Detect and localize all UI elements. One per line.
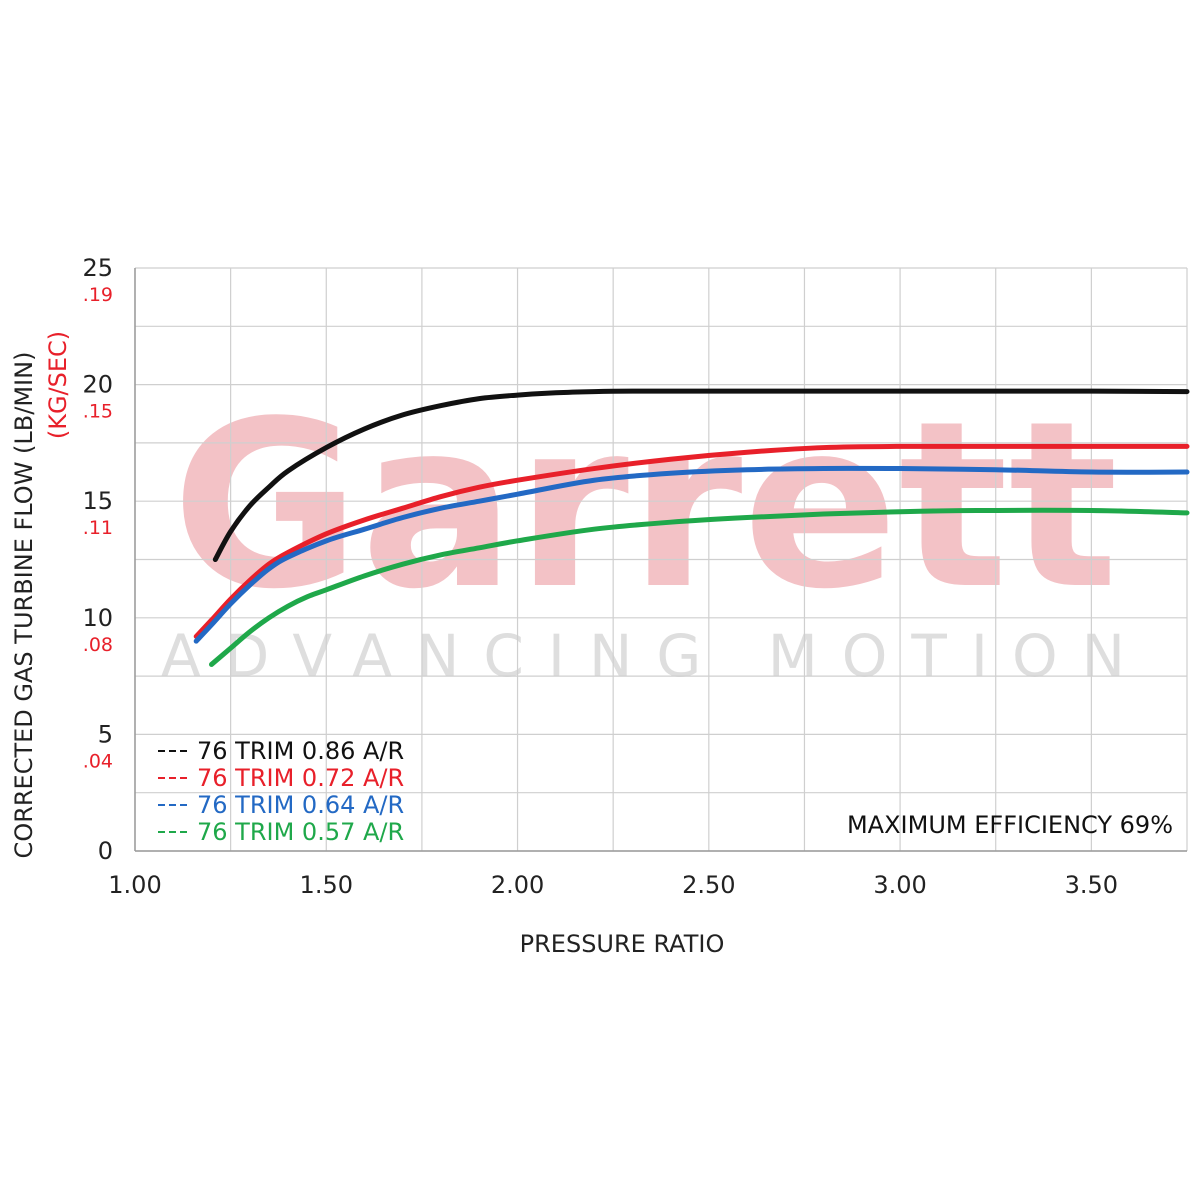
y-tick-label: 0 <box>98 837 113 865</box>
x-tick-label: 1.50 <box>300 871 353 899</box>
series-line <box>212 388 1190 562</box>
y-secondary-tick-label: .19 <box>83 284 113 306</box>
watermark-brand-text: Garrett <box>172 373 1119 640</box>
legend-entry-label: 76 TRIM 0.57 A/R <box>197 818 404 846</box>
y-tick-label: 5 <box>98 720 113 748</box>
x-tick-label: 2.50 <box>682 871 735 899</box>
garrett-watermark: Garrett ADVANCING MOTION <box>161 373 1149 690</box>
y-tick-label: 15 <box>82 487 113 515</box>
y-axis-title: CORRECTED GAS TURBINE FLOW (LB/MIN) <box>10 352 38 859</box>
series-line <box>193 465 1190 644</box>
y-secondary-tick-label: .11 <box>83 517 113 539</box>
y-tick-label: 10 <box>82 604 113 632</box>
y-secondary-tick-label: .04 <box>83 750 113 772</box>
y-axis-secondary-ticks: .19 .15 .11 .08 .04 <box>83 284 113 772</box>
series-line <box>193 443 1190 639</box>
x-tick-label: 2.00 <box>491 871 544 899</box>
legend-entry-label: 76 TRIM 0.64 A/R <box>197 791 404 819</box>
x-axis-ticks: 1.00 1.50 2.00 2.50 3.00 3.50 <box>108 871 1118 899</box>
y-tick-label: 25 <box>82 254 113 282</box>
y-axis-secondary-title: (KG/SEC) <box>44 331 72 439</box>
series-lines <box>193 388 1190 667</box>
max-efficiency-annotation: MAXIMUM EFFICIENCY 69% <box>847 811 1173 839</box>
watermark-tagline-text: ADVANCING MOTION <box>161 622 1149 690</box>
plot-grid <box>134 267 1188 852</box>
legend-entry-label: 76 TRIM 0.72 A/R <box>197 764 404 792</box>
x-tick-label: 1.00 <box>108 871 161 899</box>
legend-entry-label: 76 TRIM 0.86 A/R <box>197 737 404 765</box>
x-tick-label: 3.00 <box>873 871 926 899</box>
y-secondary-tick-label: .15 <box>83 401 113 423</box>
x-tick-label: 3.50 <box>1065 871 1118 899</box>
y-axis-ticks: 0 5 10 15 20 25 <box>82 254 113 865</box>
chart-legend: 76 TRIM 0.86 A/R76 TRIM 0.72 A/R76 TRIM … <box>158 737 404 846</box>
y-secondary-tick-label: .08 <box>83 634 113 656</box>
x-axis-title: PRESSURE RATIO <box>520 930 725 958</box>
series-line <box>209 507 1190 667</box>
y-tick-label: 20 <box>82 371 113 399</box>
